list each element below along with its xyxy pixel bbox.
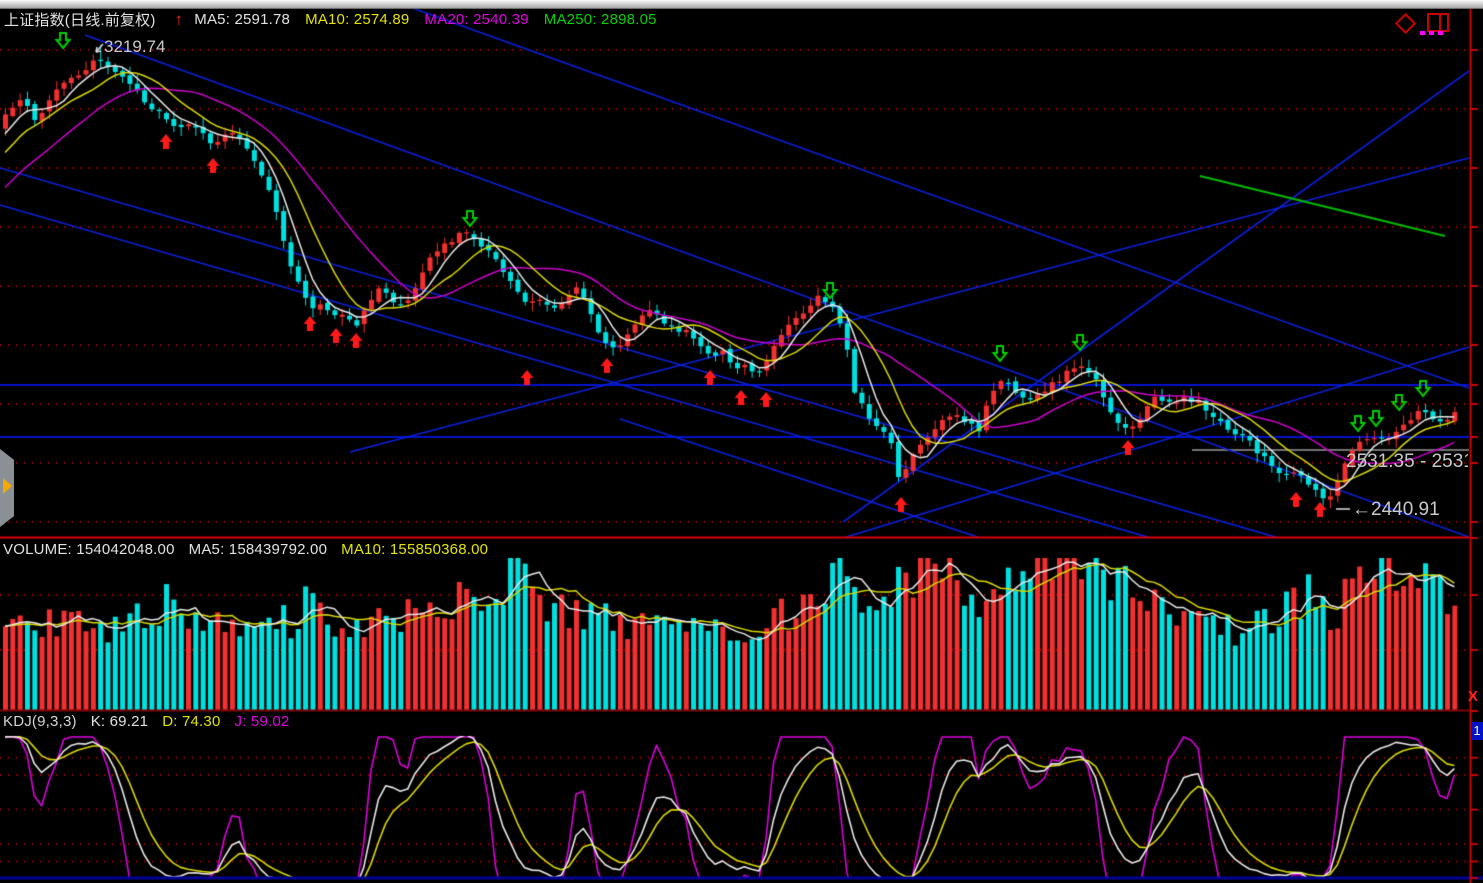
- kdj-header: KDJ(9,3,3) K: 69.21 D: 74.30 J: 59.02: [3, 713, 289, 730]
- window-restore-pane: [1439, 15, 1441, 30]
- volume-ma10-value: MA10: 155850368.00: [341, 541, 489, 558]
- ma20-value: MA20: 2540.39: [424, 11, 529, 28]
- kdj-name: KDJ(9,3,3): [3, 713, 77, 730]
- volume-value: VOLUME: 154042048.00: [3, 541, 175, 558]
- ma5-value: MA5: 2591.78: [194, 11, 291, 28]
- ma250-value: MA250: 2898.05: [543, 11, 657, 28]
- last-price-range-label: 2531.35 - 2531: [1346, 451, 1468, 472]
- ma10-value: MA10: 2574.89: [305, 11, 410, 28]
- panel-close-button[interactable]: X: [1468, 688, 1479, 705]
- main-chart-header: 上证指数(日线.前复权) ↑ MA5: 2591.78 MA10: 2574.8…: [4, 9, 657, 30]
- window-title-strip: [0, 0, 1483, 9]
- peak-price-label: 3219.74: [104, 37, 166, 56]
- kdj-d-value: D: 74.30: [162, 713, 221, 730]
- period-badge[interactable]: 1: [1471, 722, 1483, 740]
- kdj-j-value: J: 59.02: [234, 713, 290, 730]
- low-arrow-prefix: ←: [1352, 499, 1371, 520]
- volume-header: VOLUME: 154042048.00 MA5: 158439792.00 M…: [3, 541, 488, 558]
- up-arrow-icon: ↑: [174, 9, 184, 29]
- symbol-title: 上证指数(日线.前复权): [4, 12, 156, 29]
- low-price-label: ←2440.91: [1352, 499, 1440, 520]
- window-restore-icon[interactable]: [1427, 13, 1449, 32]
- sidebar-expander-tab[interactable]: [0, 449, 14, 527]
- expand-triangle-icon: [3, 478, 12, 494]
- kdj-k-value: K: 69.21: [90, 713, 149, 730]
- ellipsis-dots-icon: [1420, 31, 1443, 35]
- volume-ma5-value: MA5: 158439792.00: [188, 541, 328, 558]
